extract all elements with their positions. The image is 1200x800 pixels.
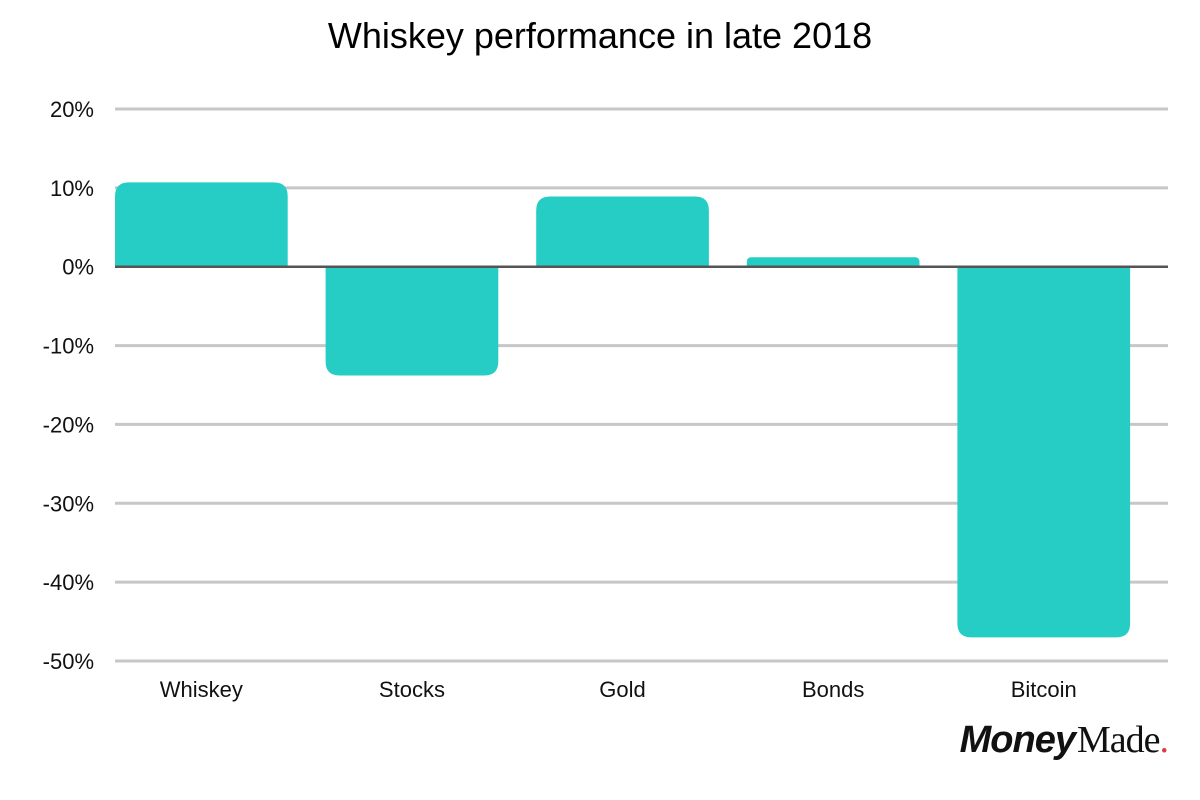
y-tick-label: -30%	[43, 491, 94, 516]
y-tick-label: -40%	[43, 570, 94, 595]
moneymade-logo: MoneyMade.	[959, 718, 1169, 762]
y-tick-label: 0%	[62, 255, 94, 280]
logo-dot: .	[1159, 719, 1169, 761]
y-axis-ticks: 20% 10% 0% -10% -20% -30% -40% -50%	[43, 97, 94, 674]
chart-title: Whiskey performance in late 2018	[328, 15, 872, 56]
x-category-label: Stocks	[379, 677, 445, 702]
bars	[115, 182, 1131, 638]
y-tick-label: -50%	[43, 649, 94, 674]
bar-gold	[536, 196, 709, 267]
x-category-label: Bonds	[802, 677, 864, 702]
bar-bonds	[746, 257, 920, 267]
y-tick-label: -20%	[43, 412, 94, 437]
bar-whiskey	[115, 182, 288, 267]
bar-bitcoin	[957, 266, 1131, 638]
gridlines	[115, 107, 1168, 663]
x-category-label: Bitcoin	[1011, 677, 1077, 702]
x-category-label: Whiskey	[160, 677, 243, 702]
y-tick-label: 10%	[50, 176, 94, 201]
logo-part-made: Made	[1076, 719, 1161, 761]
y-tick-label: -10%	[43, 334, 94, 359]
x-category-label: Gold	[599, 677, 645, 702]
y-tick-label: 20%	[50, 97, 94, 122]
logo-part-money: Money	[959, 719, 1076, 761]
x-axis-labels: Whiskey Stocks Gold Bonds Bitcoin	[160, 677, 1077, 702]
bar-stocks	[325, 266, 499, 376]
